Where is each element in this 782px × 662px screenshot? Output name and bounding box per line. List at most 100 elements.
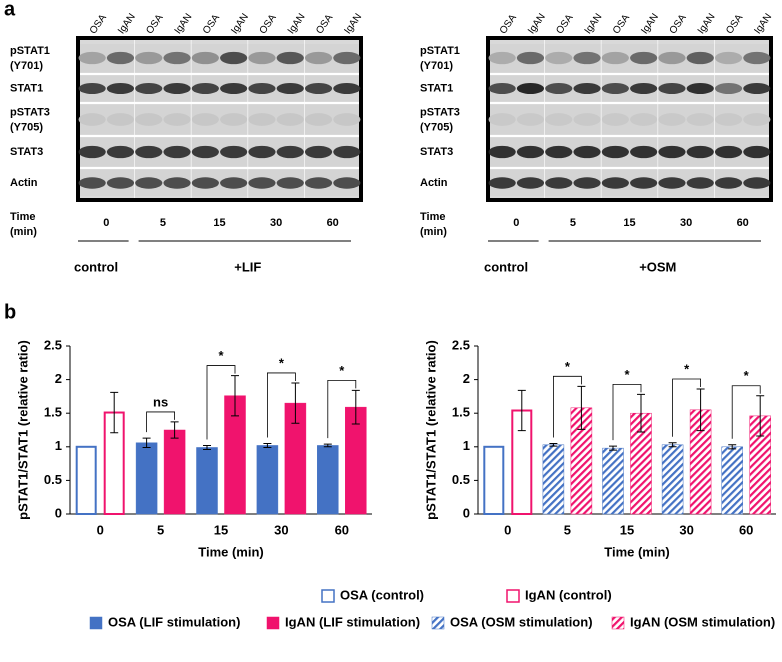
error-bar — [517, 389, 526, 432]
error-bar — [696, 388, 705, 432]
panel-label: a — [4, 0, 16, 20]
band — [488, 83, 516, 94]
band — [135, 83, 163, 94]
row-label: Actin — [420, 177, 448, 189]
band — [135, 177, 163, 189]
band — [333, 113, 361, 126]
x-tick-label: 30 — [274, 522, 288, 537]
band — [304, 113, 333, 126]
band — [220, 145, 248, 159]
time-value: 30 — [270, 217, 282, 229]
band — [714, 177, 743, 189]
lane-label: OSA — [201, 12, 222, 36]
legend-swatch — [321, 589, 335, 603]
significance-bracket — [553, 375, 582, 438]
row-label: pSTAT3 (Y705) — [420, 106, 460, 133]
band — [545, 145, 573, 159]
y-tick-label: 2.5 — [452, 337, 470, 352]
band — [78, 51, 106, 65]
band — [714, 145, 743, 159]
band — [135, 113, 163, 126]
band — [163, 145, 191, 159]
bar — [163, 429, 186, 515]
significance-label: * — [339, 363, 345, 378]
band — [545, 113, 573, 126]
error-bar — [323, 443, 332, 448]
band — [276, 83, 304, 94]
significance-label: ns — [153, 394, 168, 409]
legend-swatch — [431, 616, 445, 630]
time-value: 15 — [623, 217, 635, 229]
y-tick-label: 0 — [463, 505, 470, 520]
band — [220, 51, 248, 65]
time-value: 15 — [213, 217, 225, 229]
band — [191, 113, 219, 126]
error-bar — [577, 385, 586, 430]
legend-label: IgAN (LIF stimulation) — [285, 614, 420, 629]
group-label: +LIF — [234, 259, 261, 274]
error-bar — [609, 445, 617, 451]
band — [304, 51, 333, 65]
row-label: STAT1 — [10, 82, 43, 94]
error-bar — [728, 444, 737, 450]
band — [106, 113, 135, 126]
band — [630, 83, 658, 94]
legend-label: OSA (control) — [340, 587, 424, 602]
band — [135, 51, 163, 65]
band — [516, 51, 545, 65]
band — [573, 177, 601, 189]
band — [516, 113, 545, 126]
significance-label: * — [279, 355, 285, 370]
band — [686, 51, 714, 65]
legend-swatch — [506, 589, 520, 603]
lane-label: OSA — [88, 12, 109, 36]
error-bar — [263, 442, 272, 448]
y-tick-label: 2.5 — [44, 337, 62, 352]
blot: OSA IgAN OSA IgAN OSA IgAN OSA IgAN OSA IgAN 0 5 15 3… — [74, 12, 364, 275]
significance-bracket — [731, 385, 761, 439]
band — [630, 177, 658, 189]
x-tick-label: 0 — [504, 522, 511, 537]
legend-swatch — [611, 616, 625, 630]
group-label: +OSM — [639, 259, 676, 274]
legend-label: IgAN (control) — [525, 587, 612, 602]
band — [163, 51, 191, 65]
bar-chart: 0 0.5 1 1.5 2 2.5 pSTAT1/STAT1 (relative ratio… — [423, 337, 776, 559]
time-value: 0 — [513, 217, 519, 229]
band — [78, 83, 106, 94]
lane-label: OSA — [668, 12, 689, 36]
lane-label: OSA — [724, 12, 745, 36]
error-bar — [668, 442, 677, 448]
time-value: 0 — [103, 217, 109, 229]
row-label: pSTAT1 (Y701) — [420, 45, 460, 72]
significance-bracket — [612, 383, 642, 441]
band — [488, 51, 516, 65]
band — [191, 51, 219, 65]
x-axis-title: Time (min) — [198, 544, 264, 559]
error-bar — [291, 382, 300, 424]
significance-bracket — [146, 411, 175, 433]
lane-label: IgAN — [526, 12, 548, 37]
band — [163, 113, 191, 126]
band — [516, 177, 545, 189]
y-tick-label: 1.5 — [452, 405, 470, 420]
band — [658, 177, 686, 189]
time-label: Time (min) — [420, 211, 447, 238]
lane-label: IgAN — [116, 12, 138, 37]
x-tick-label: 15 — [620, 522, 634, 537]
x-tick-label: 60 — [739, 522, 753, 537]
band — [630, 145, 658, 159]
error-bar — [351, 389, 360, 425]
band — [333, 145, 361, 159]
significance-label: * — [624, 367, 630, 382]
band — [658, 51, 686, 65]
row-label: pSTAT3 (Y705) — [10, 106, 50, 133]
significance-label: * — [744, 368, 750, 383]
row-label: Actin — [10, 177, 38, 189]
bar — [196, 447, 218, 515]
error-bar — [203, 444, 211, 450]
band — [714, 83, 743, 94]
band — [163, 83, 191, 94]
band — [248, 113, 276, 126]
